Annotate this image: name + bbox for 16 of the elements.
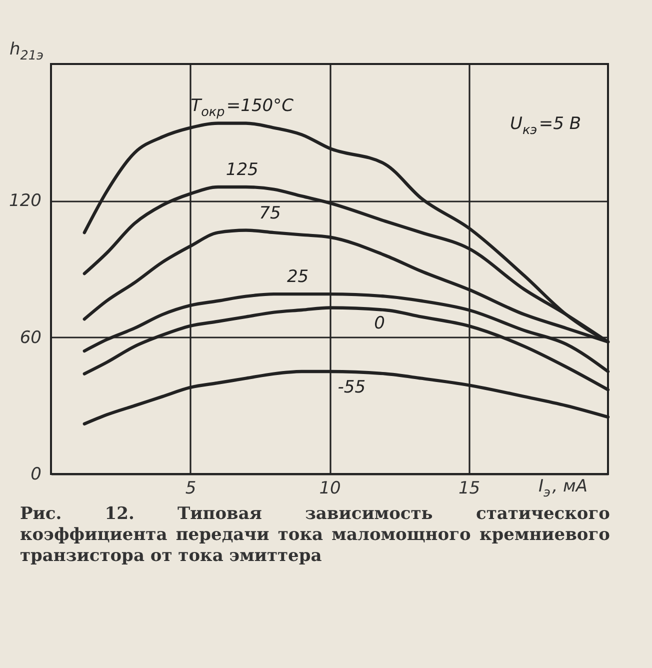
x-tick-label: 15 bbox=[458, 478, 480, 498]
series-label: -55 bbox=[338, 378, 366, 398]
x-tick-label: 10 bbox=[319, 478, 341, 498]
series-label: 0 bbox=[374, 314, 385, 334]
text: Рис. 12. Типовая зависимость статического коэффициента передачи тока маломощного кремниевого транзистора от тока эмиттера bbox=[20, 504, 610, 567]
y-tick-label: 60 bbox=[20, 328, 42, 348]
x-tick-label: 5 bbox=[185, 478, 196, 498]
y-axis-title: h$_{21э}$ bbox=[10, 40, 44, 64]
series-label: 125 bbox=[226, 160, 258, 180]
y-tick-label: 0 bbox=[30, 464, 42, 484]
annotation: U$_{кэ}$=5 В bbox=[510, 114, 581, 138]
y-tick-label: 120 bbox=[9, 191, 42, 212]
series-label: 75 bbox=[259, 203, 281, 224]
series-label: 25 bbox=[286, 267, 309, 288]
series-label: T$_{окр}$=150°C bbox=[190, 96, 294, 120]
x-axis-title: I$_{э}$, мА bbox=[538, 476, 588, 500]
